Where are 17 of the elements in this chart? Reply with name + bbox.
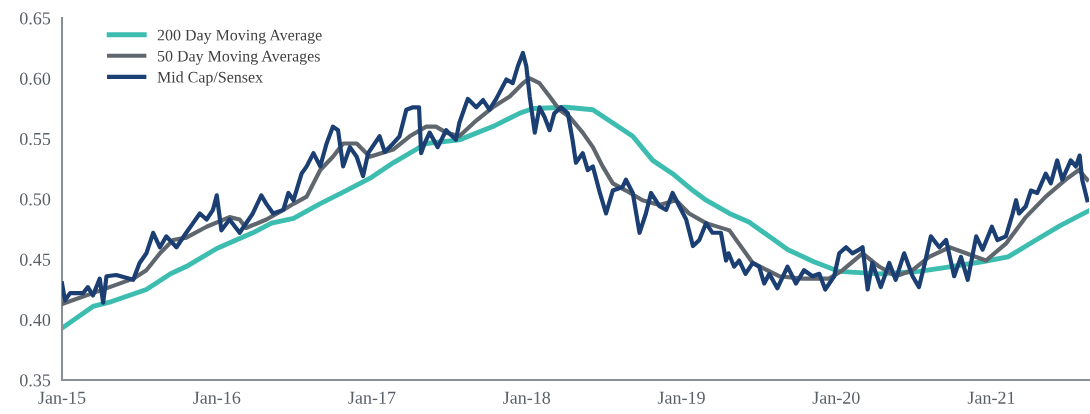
x-tick-label: Jan-20 xyxy=(812,391,860,404)
legend-label: 50 Day Moving Averages xyxy=(157,50,320,65)
y-tick-label: 0.55 xyxy=(19,132,51,146)
x-tick-label: Jan-21 xyxy=(967,391,1015,404)
legend-label: Mid Cap/Sensex xyxy=(157,71,263,86)
x-tick-label: Jan-18 xyxy=(503,391,551,404)
x-tick-label: Jan-19 xyxy=(657,391,705,404)
x-tick-label: Jan-16 xyxy=(193,391,241,404)
y-tick-label: 0.35 xyxy=(19,374,51,387)
y-tick-label: 0.50 xyxy=(19,193,51,206)
y-tick-label: 0.60 xyxy=(19,72,51,85)
y-tick-label: 0.45 xyxy=(19,253,51,266)
x-tick-label: Jan-17 xyxy=(348,391,396,404)
y-tick-label: 0.65 xyxy=(19,12,51,25)
legend-label: 200 Day Moving Average xyxy=(157,29,322,44)
x-tick-label: Jan-15 xyxy=(38,391,86,404)
y-tick-label: 0.40 xyxy=(19,313,51,327)
